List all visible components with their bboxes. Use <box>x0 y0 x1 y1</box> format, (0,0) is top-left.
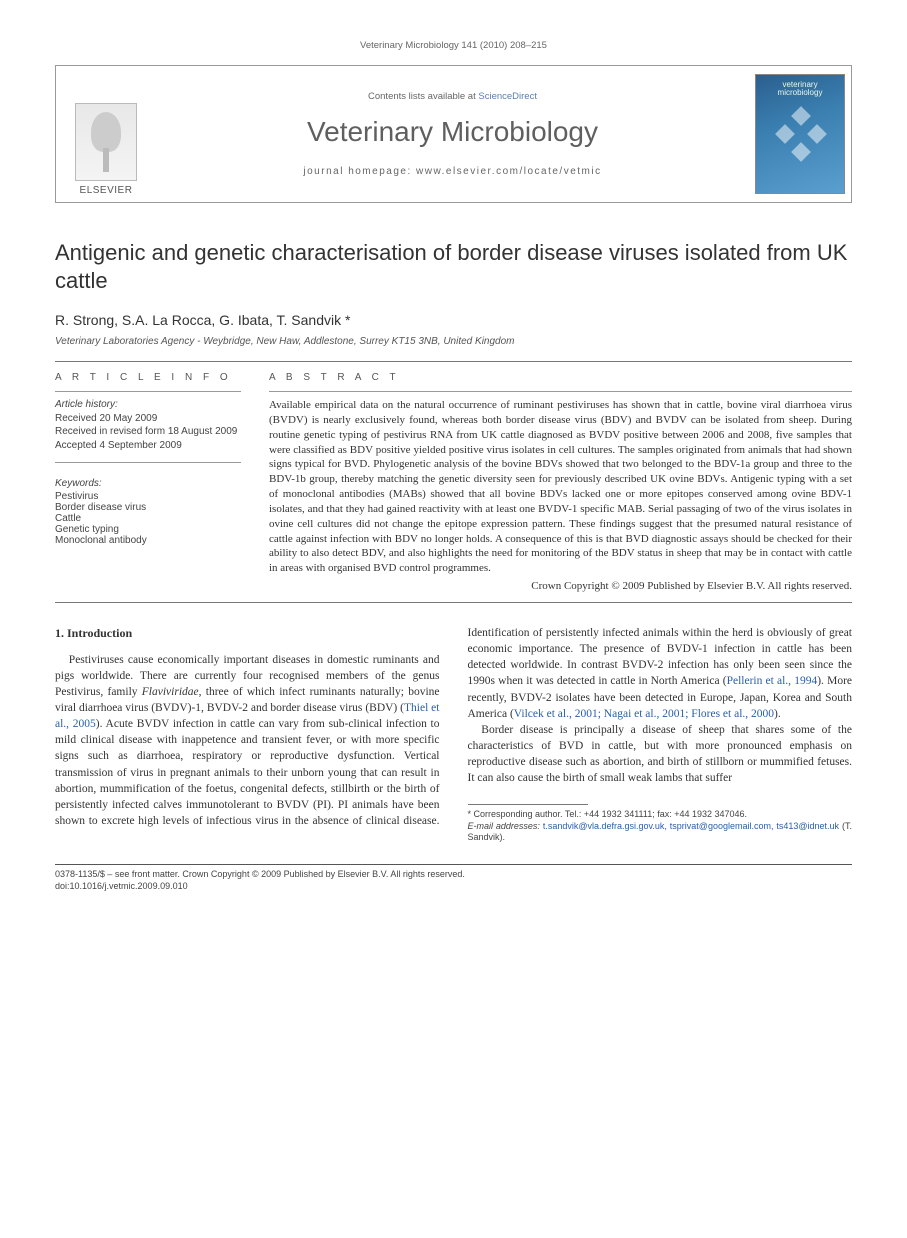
keyword: Genetic typing <box>55 524 241 535</box>
author-list: R. Strong, S.A. La Rocca, G. Ibata, T. S… <box>55 312 852 328</box>
p1-text-f: ). <box>774 708 781 720</box>
article-info-heading: A R T I C L E I N F O <box>55 372 241 383</box>
footnote-separator <box>468 804 588 805</box>
authors-text: R. Strong, S.A. La Rocca, G. Ibata, T. S… <box>55 312 341 328</box>
divider-top <box>55 361 852 362</box>
p1-italic-family: Flaviviridae <box>142 686 199 698</box>
abstract-subrule <box>269 391 852 392</box>
publisher-name: ELSEVIER <box>80 185 133 196</box>
sciencedirect-link[interactable]: ScienceDirect <box>478 91 537 102</box>
keyword: Cattle <box>55 513 241 524</box>
citation-link[interactable]: Vilcek et al., 2001; Nagai et al., 2001;… <box>514 708 774 720</box>
contents-available-line: Contents lists available at ScienceDirec… <box>368 91 537 102</box>
accepted-date: Accepted 4 September 2009 <box>55 439 241 453</box>
keywords-label: Keywords: <box>55 477 241 491</box>
masthead-center: Contents lists available at ScienceDirec… <box>156 66 749 202</box>
doi-line: doi:10.1016/j.vetmic.2009.09.010 <box>55 881 852 893</box>
article-history-label: Article history: <box>55 398 241 412</box>
running-header: Veterinary Microbiology 141 (2010) 208–2… <box>55 40 852 51</box>
info-abstract-row: A R T I C L E I N F O Article history: R… <box>55 372 852 592</box>
cover-title-line2: microbiology <box>778 88 823 97</box>
journal-name: Veterinary Microbiology <box>307 116 598 148</box>
cover-art-icon <box>774 109 828 163</box>
keyword: Pestivirus <box>55 491 241 502</box>
intro-paragraph-2: Border disease is principally a disease … <box>468 722 853 786</box>
article-info-column: A R T I C L E I N F O Article history: R… <box>55 372 241 592</box>
cover-title: veterinary microbiology <box>756 81 844 98</box>
journal-cover-thumbnail: veterinary microbiology <box>755 74 845 194</box>
keyword: Border disease virus <box>55 502 241 513</box>
front-matter-block: 0378-1135/$ – see front matter. Crown Co… <box>55 869 852 892</box>
citation-link[interactable]: Pellerin et al., 1994 <box>727 675 818 687</box>
abstract-copyright: Crown Copyright © 2009 Published by Else… <box>269 580 852 592</box>
keyword: Monoclonal antibody <box>55 535 241 546</box>
corr-author-line: * Corresponding author. Tel.: +44 1932 3… <box>468 809 853 821</box>
publisher-logo-block: ELSEVIER <box>56 66 156 202</box>
cover-thumb-block: veterinary microbiology <box>749 66 851 202</box>
divider-bottom <box>55 864 852 865</box>
corresponding-footnote: * Corresponding author. Tel.: +44 1932 3… <box>468 809 853 844</box>
corresponding-mark-icon: * <box>345 312 350 328</box>
divider-mid <box>55 602 852 603</box>
contents-prefix: Contents lists available at <box>368 91 478 102</box>
email-label: E-mail addresses: <box>468 821 540 831</box>
abstract-heading: A B S T R A C T <box>269 372 852 383</box>
journal-homepage[interactable]: journal homepage: www.elsevier.com/locat… <box>303 166 601 177</box>
email-link[interactable]: t.sandvik@vla.defra.gsi.gov.uk, tsprivat… <box>543 821 839 831</box>
received-date: Received 20 May 2009 <box>55 412 241 426</box>
article-title: Antigenic and genetic characterisation o… <box>55 239 852 294</box>
info-subrule-1 <box>55 391 241 392</box>
abstract-text: Available empirical data on the natural … <box>269 398 852 576</box>
elsevier-tree-icon <box>75 103 137 181</box>
abstract-column: A B S T R A C T Available empirical data… <box>269 372 852 592</box>
journal-masthead: ELSEVIER Contents lists available at Sci… <box>55 65 852 203</box>
body-two-column: 1. Introduction Pestiviruses cause econo… <box>55 625 852 844</box>
keywords-block: Keywords: Pestivirus Border disease viru… <box>55 477 241 546</box>
front-matter-line1: 0378-1135/$ – see front matter. Crown Co… <box>55 869 852 881</box>
affiliation: Veterinary Laboratories Agency - Weybrid… <box>55 336 852 347</box>
revised-date: Received in revised form 18 August 2009 <box>55 425 241 439</box>
email-line: E-mail addresses: t.sandvik@vla.defra.gs… <box>468 821 853 844</box>
info-subrule-2 <box>55 462 241 463</box>
section-heading-intro: 1. Introduction <box>55 625 440 642</box>
